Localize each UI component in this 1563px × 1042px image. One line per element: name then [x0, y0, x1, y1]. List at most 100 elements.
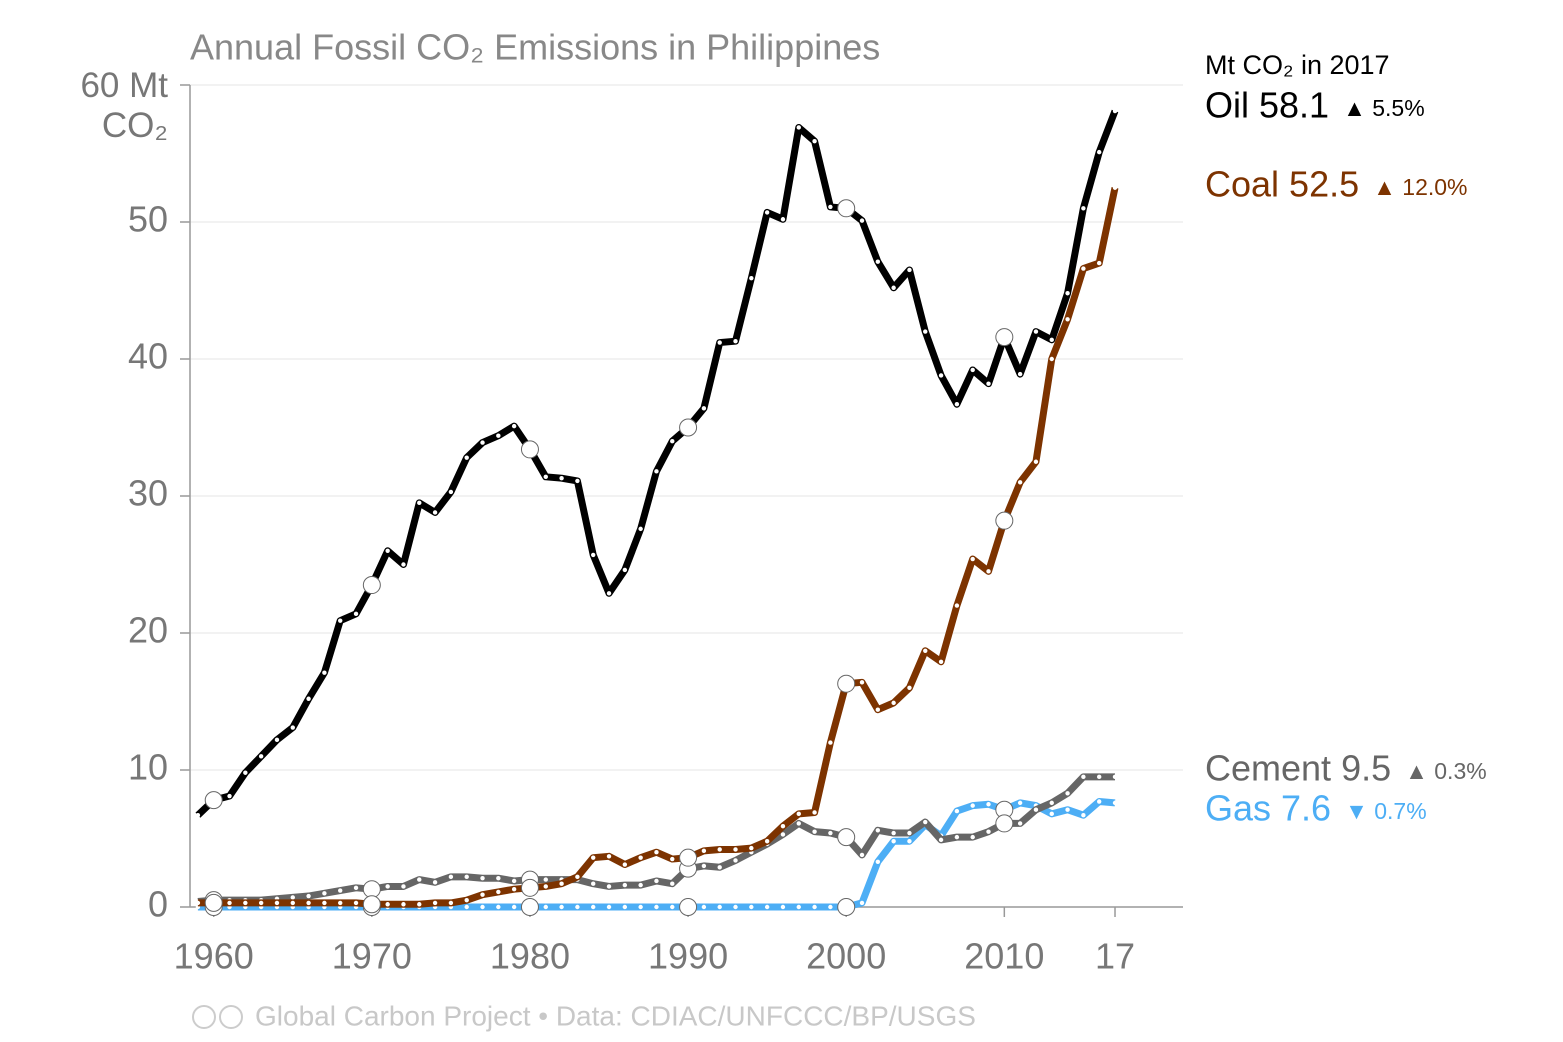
- point: [764, 904, 770, 910]
- y-tick-label: 20: [128, 610, 168, 651]
- point: [812, 904, 817, 910]
- point: [780, 823, 786, 829]
- y-tick-label: 50: [128, 199, 168, 240]
- point: [622, 882, 628, 888]
- point: [362, 880, 381, 899]
- point: [780, 217, 786, 222]
- point: [733, 904, 738, 910]
- cc-icon: [192, 1005, 243, 1029]
- point: [733, 858, 738, 863]
- point: [520, 440, 539, 459]
- point: [362, 576, 381, 595]
- point: [891, 830, 896, 836]
- series: [195, 185, 1119, 914]
- point: [875, 707, 881, 712]
- point: [1049, 356, 1054, 362]
- point: [464, 874, 469, 880]
- point: [258, 754, 264, 759]
- point: [638, 904, 643, 910]
- point: [559, 881, 564, 886]
- point: [828, 830, 833, 836]
- point: [1017, 480, 1023, 485]
- point: [274, 900, 280, 906]
- point: [907, 685, 912, 690]
- legend-value: 9.5: [1341, 748, 1391, 789]
- point: [828, 204, 833, 210]
- point: [401, 902, 406, 907]
- point: [837, 199, 856, 218]
- point: [828, 740, 833, 745]
- point: [591, 552, 596, 558]
- point: [986, 829, 991, 834]
- x-tick-label: 2000: [806, 936, 886, 977]
- y-tick-label: 0: [148, 884, 168, 925]
- point: [520, 898, 539, 916]
- point: [575, 904, 580, 910]
- point: [749, 275, 754, 281]
- point: [306, 900, 311, 906]
- point: [1017, 821, 1023, 826]
- point: [701, 863, 707, 869]
- y-tick-label: 60 Mt CO₂: [80, 66, 168, 145]
- point: [1112, 185, 1118, 190]
- point: [622, 567, 628, 573]
- point: [970, 556, 975, 562]
- point: [828, 904, 833, 910]
- point: [480, 440, 485, 445]
- point: [670, 856, 675, 862]
- point: [591, 904, 596, 910]
- point: [679, 848, 698, 867]
- point: [290, 725, 295, 730]
- point: [1017, 800, 1023, 806]
- series: [195, 798, 1118, 916]
- point: [338, 888, 343, 893]
- point: [970, 803, 975, 808]
- point: [1017, 371, 1023, 377]
- point: [717, 340, 722, 345]
- point: [511, 886, 517, 892]
- point: [796, 821, 801, 826]
- line: [197, 187, 1119, 908]
- point: [891, 839, 896, 844]
- point: [1096, 149, 1102, 155]
- point: [749, 845, 754, 851]
- x-tick-label: 1960: [174, 936, 254, 977]
- point: [258, 900, 264, 906]
- point: [464, 455, 469, 460]
- point: [654, 878, 659, 884]
- point: [227, 793, 232, 799]
- point: [511, 423, 517, 429]
- point: [401, 562, 406, 567]
- point: [812, 829, 817, 834]
- point: [638, 855, 643, 860]
- point: [480, 892, 485, 897]
- point: [796, 125, 801, 130]
- point: [480, 904, 485, 910]
- point: [717, 904, 722, 910]
- point: [543, 884, 548, 889]
- x-tick-label: 17: [1095, 936, 1135, 977]
- y-tick-label: 30: [128, 473, 168, 514]
- point: [859, 680, 865, 685]
- point: [432, 510, 438, 515]
- point: [764, 210, 770, 215]
- point: [195, 813, 201, 818]
- point: [385, 902, 390, 907]
- legend-value: 58.1: [1259, 85, 1329, 126]
- point: [274, 737, 280, 743]
- point: [1065, 317, 1070, 322]
- point: [837, 828, 856, 847]
- legend-change: ▲ 0.3%: [1405, 758, 1487, 784]
- point: [464, 897, 469, 903]
- point: [243, 770, 248, 775]
- point: [306, 893, 311, 899]
- point: [496, 904, 501, 910]
- line: [195, 109, 1119, 818]
- point: [679, 898, 698, 916]
- point: [575, 874, 580, 880]
- point: [875, 828, 881, 833]
- legend-value: 52.5: [1289, 164, 1359, 205]
- point: [1065, 291, 1070, 296]
- point: [954, 808, 960, 814]
- point: [1065, 791, 1070, 796]
